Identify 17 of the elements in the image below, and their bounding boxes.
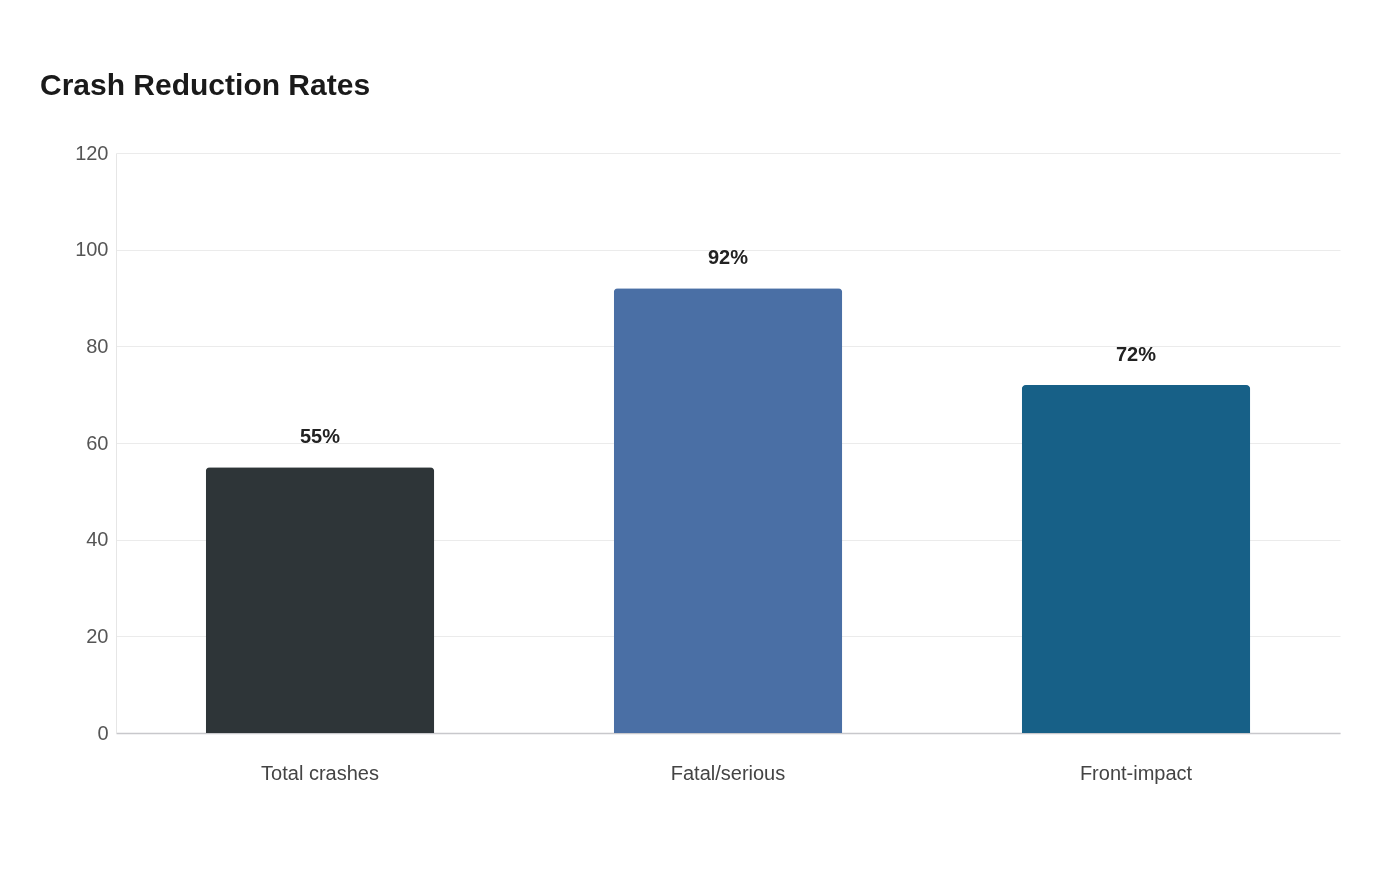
- y-tick-label: 120: [75, 141, 109, 164]
- y-tick-label: 60: [86, 431, 109, 454]
- bar: [205, 467, 435, 733]
- y-tick-label: 40: [86, 528, 109, 551]
- data-label: 55%: [299, 425, 341, 448]
- x-tick-label: Fatal/serious: [670, 761, 786, 784]
- y-tick-label: 20: [86, 624, 109, 647]
- data-label: 92%: [707, 246, 749, 269]
- data-label: 72%: [1115, 343, 1157, 365]
- y-tick-label: 0: [97, 721, 109, 744]
- x-tick-label: Total crashes: [261, 761, 379, 784]
- y-tick-label: 80: [86, 334, 109, 357]
- bar: [1021, 385, 1251, 733]
- chart-title: Crash Reduction Rates: [40, 68, 371, 101]
- x-tick-label: Front-impact: [1079, 761, 1193, 784]
- bar: [613, 288, 843, 733]
- y-tick-label: 100: [75, 238, 109, 261]
